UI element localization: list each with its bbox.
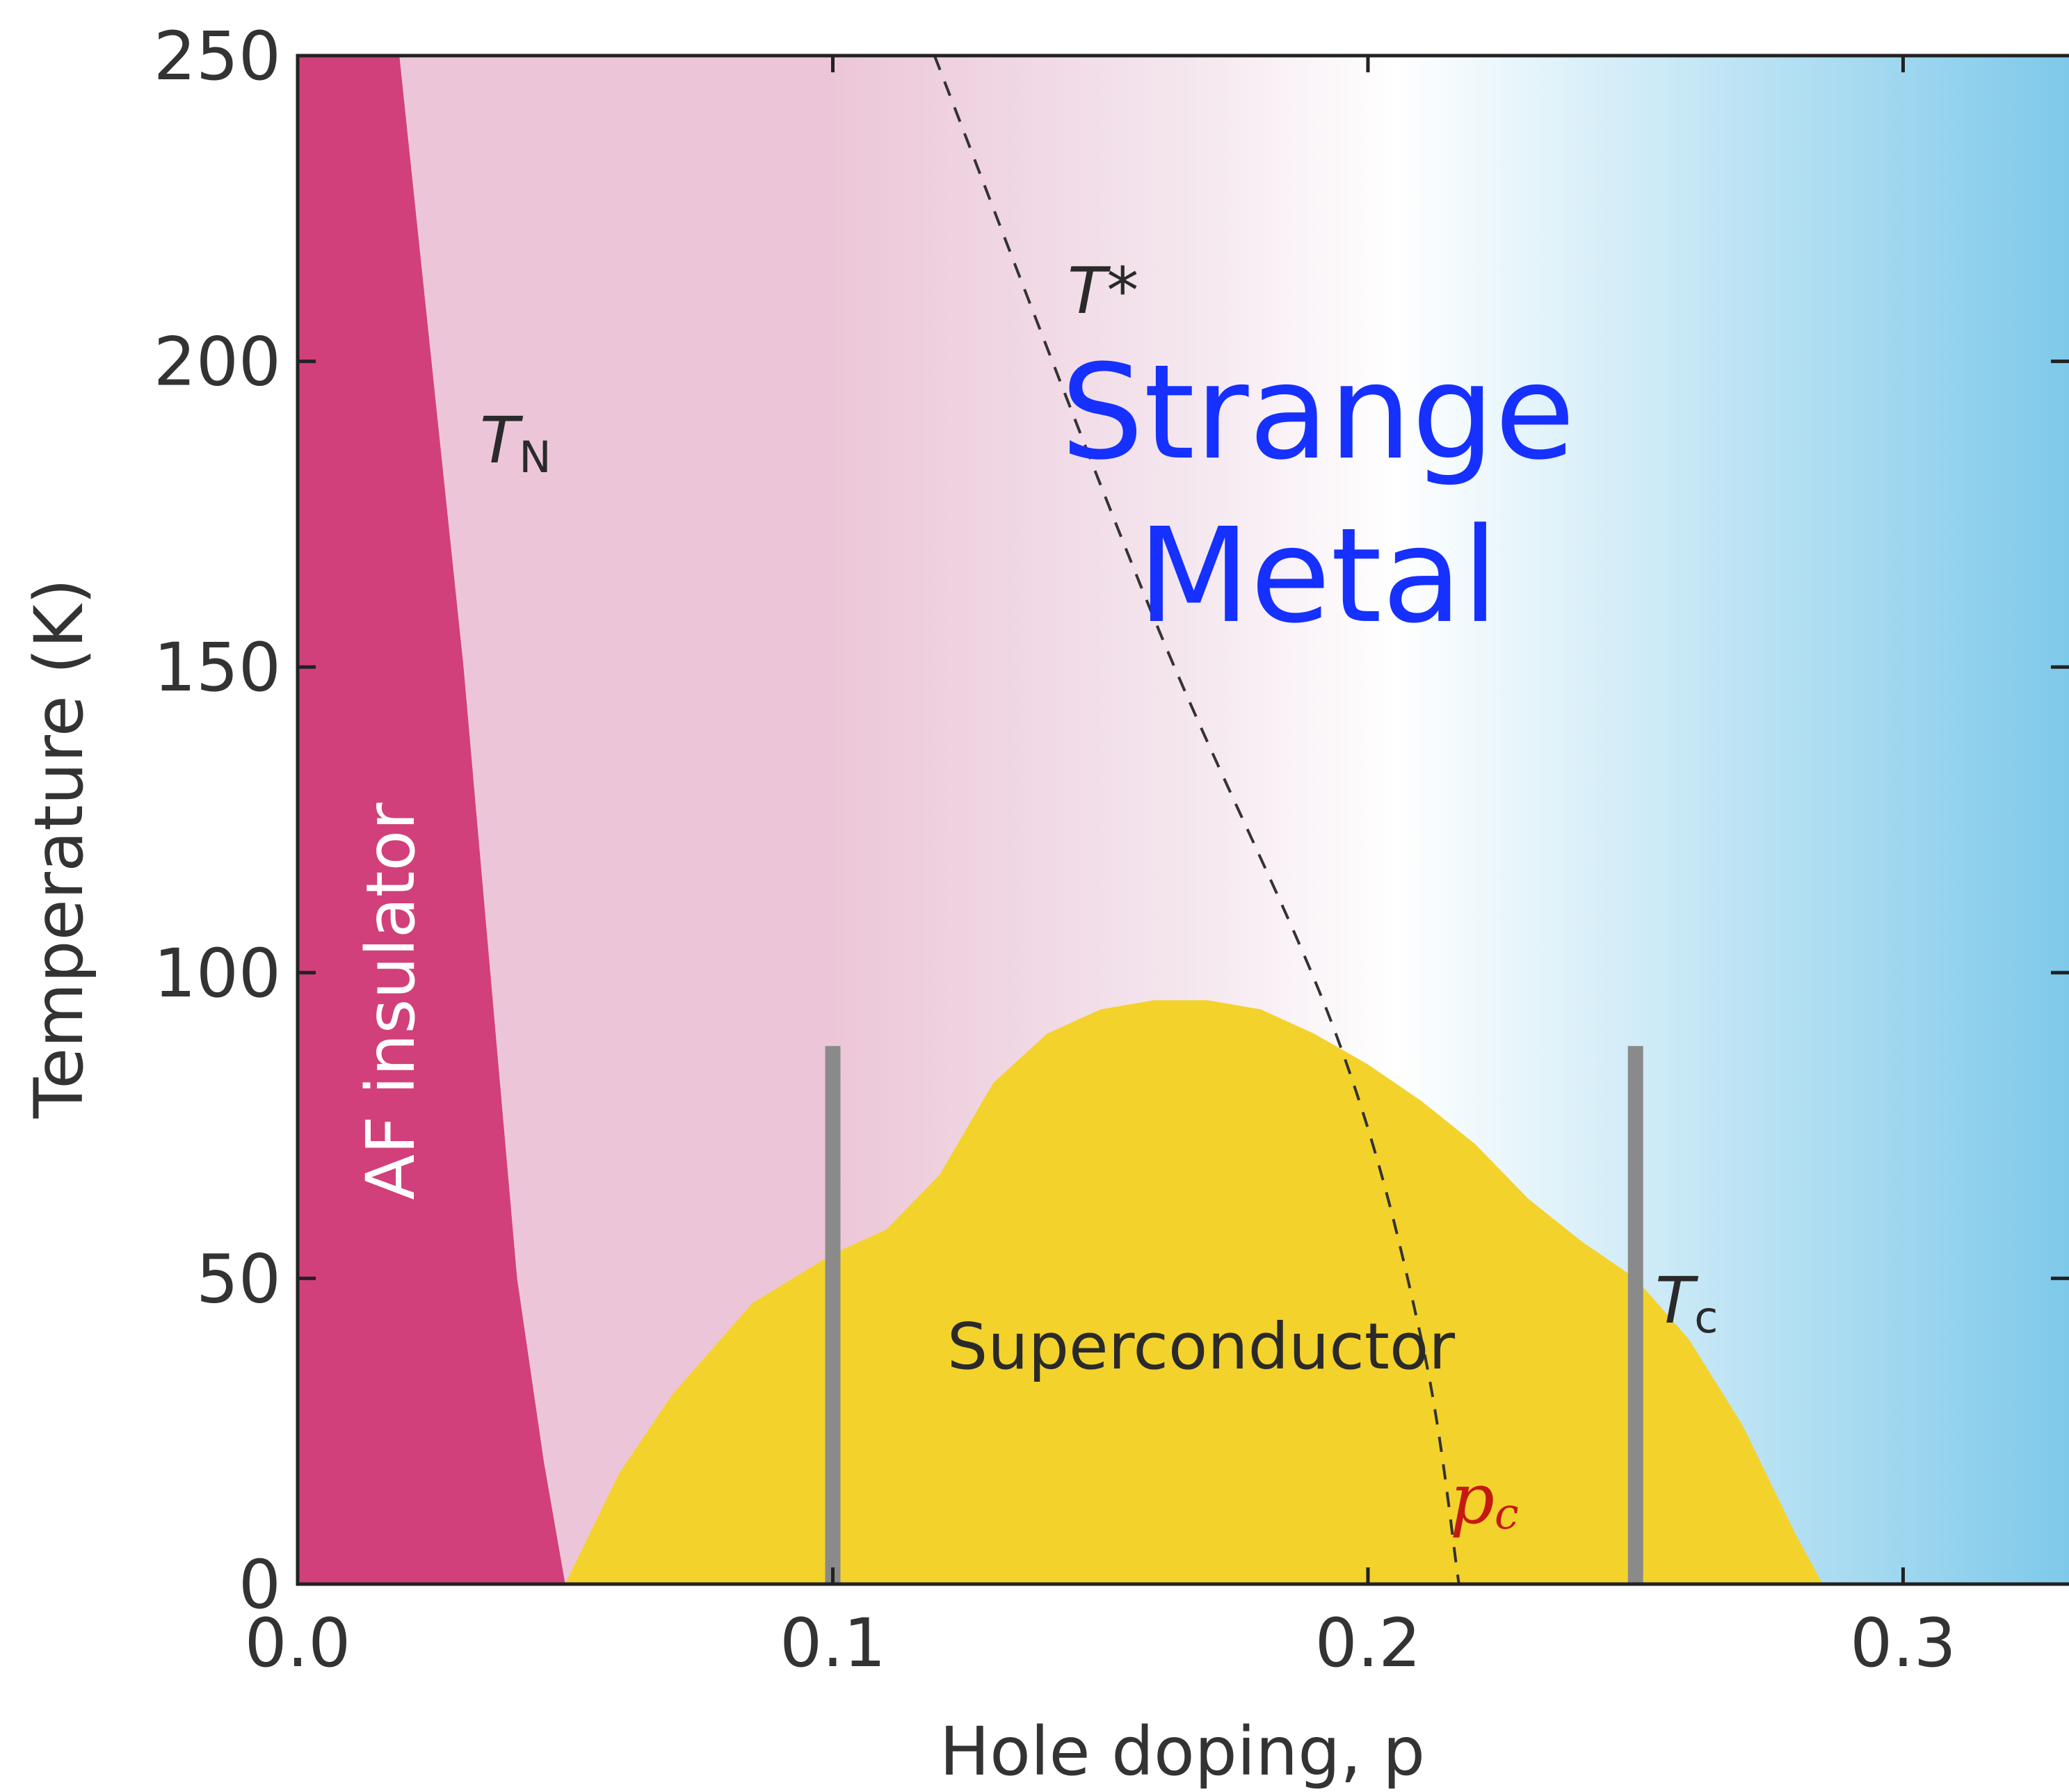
plot-frame — [296, 54, 2069, 1586]
y-tick-label: 200 — [154, 323, 281, 401]
tstar-label: T* — [1068, 254, 1138, 328]
x-tick-label: 0.0 — [245, 1604, 351, 1682]
y-tick-label: 0 — [239, 1546, 281, 1624]
y-tick-label: 150 — [154, 629, 281, 707]
superconductor-dome — [565, 1000, 1824, 1584]
regions-layer — [298, 56, 1824, 1584]
tn-label: TN — [480, 403, 552, 483]
superconductor-label: Superconductor — [947, 1309, 1455, 1384]
strange-metal-line2: Metal — [1137, 500, 1498, 652]
y-tick-label: 50 — [196, 1240, 281, 1318]
tstar-crossover-curve — [933, 56, 1460, 1584]
x-tick-label: 0.1 — [780, 1604, 886, 1682]
plot-area — [298, 56, 2069, 1584]
strange-metal-line1: Strange — [1061, 337, 1575, 489]
tc-label: Tc — [1655, 1264, 1718, 1343]
ticks-layer: 0.0 0.1 0.2 0.3 0 50 100 150 200 250 — [154, 17, 2069, 1682]
y-tick-label: 100 — [154, 935, 281, 1012]
pc-label: pc — [1450, 1458, 1519, 1540]
af-insulator-label: AF insulator — [352, 802, 430, 1200]
y-tick-label: 250 — [154, 17, 281, 95]
x-tick-label: 0.2 — [1315, 1604, 1422, 1682]
curves-layer — [933, 56, 1460, 1584]
af-insulator-region — [298, 56, 565, 1584]
markers-layer — [825, 1046, 1643, 1584]
x-tick-label: 0.3 — [1850, 1604, 1956, 1682]
x-axis-title: Hole doping, p — [940, 1713, 1425, 1791]
y-axis-title: Temperature (K) — [20, 579, 98, 1119]
